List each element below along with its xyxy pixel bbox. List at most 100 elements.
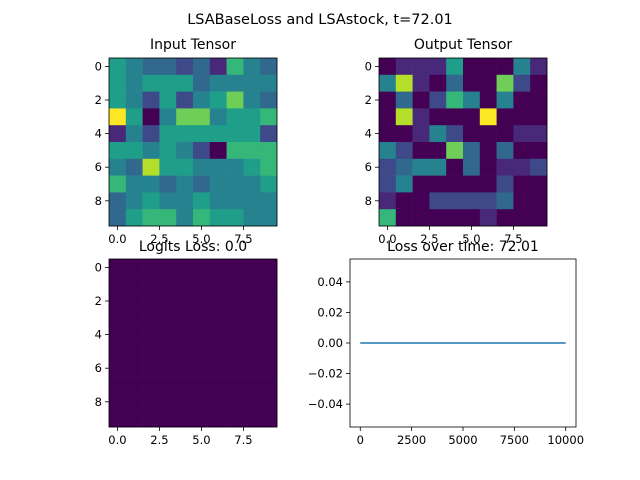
output-tensor-cell (513, 142, 531, 160)
logits-loss-cell (226, 410, 244, 428)
input-tensor-cell (226, 192, 244, 210)
logits-loss-ytick-label: 2 (95, 294, 102, 308)
logits-loss-cell (159, 376, 177, 394)
input-tensor-cell (243, 209, 261, 227)
logits-loss-cell (109, 359, 127, 377)
input-tensor-cell (260, 192, 278, 210)
output-tensor-cell (479, 91, 497, 109)
input-tensor-cell (243, 74, 261, 92)
input-tensor-cell (193, 142, 211, 160)
output-tensor-cell (463, 58, 481, 76)
logits-loss-cell (109, 309, 127, 327)
input-tensor-cell (260, 175, 278, 193)
output-tensor-xtick-label: 7.5 (504, 232, 522, 246)
logits-loss-cell (176, 326, 194, 344)
loss-xtick-label: 5000 (448, 433, 477, 447)
input-tensor-cell (226, 58, 244, 76)
output-tensor-cell (412, 108, 430, 126)
loss-ytick-label: 0.00 (317, 336, 343, 350)
output-tensor-cell (496, 108, 514, 126)
output-tensor-cell (530, 125, 548, 143)
output-tensor-cell (530, 142, 548, 160)
logits-loss-xtick-label: 7.5 (234, 433, 252, 447)
input-tensor-cell (193, 209, 211, 227)
logits-loss-cell (176, 359, 194, 377)
logits-loss-cell (159, 326, 177, 344)
output-tensor-cell (479, 125, 497, 143)
logits-loss-cell (125, 326, 143, 344)
input-tensor-cell (125, 74, 143, 92)
input-tensor-ytick-label: 6 (95, 160, 102, 174)
output-tensor-cell (379, 209, 397, 227)
input-tensor-cell (125, 91, 143, 109)
output-tensor-cell (513, 192, 531, 210)
logits-loss-cell (193, 275, 211, 293)
output-tensor-cell (463, 74, 481, 92)
logits-loss-cell (226, 326, 244, 344)
logits-loss-cell (260, 259, 278, 277)
input-tensor-cell (193, 91, 211, 109)
input-tensor-cell (125, 192, 143, 210)
logits-loss-axes: 0.0 2.5 5.0 7.5 0 2 4 6 8 (95, 260, 253, 447)
input-tensor-ytick-label: 2 (95, 93, 102, 107)
logits-loss-cell (260, 410, 278, 428)
logits-loss-cell (176, 259, 194, 277)
output-tensor-cell (496, 125, 514, 143)
output-tensor-cell (513, 74, 531, 92)
input-tensor-cell (209, 125, 227, 143)
output-tensor-cell (446, 58, 464, 76)
logits-loss-cell (176, 292, 194, 310)
output-tensor-cell (395, 125, 413, 143)
output-tensor-ytick-label: 0 (365, 59, 372, 73)
logits-loss-cell (260, 393, 278, 411)
input-tensor-cell (226, 209, 244, 227)
input-tensor-cell (159, 74, 177, 92)
output-tensor-ytick-label: 4 (365, 127, 372, 141)
output-tensor-ytick-label: 8 (365, 194, 372, 208)
logits-loss-cell (109, 259, 127, 277)
panel-loss-over-time: Loss over time: 72.01 0 2500 5000 7500 10000… (308, 239, 584, 447)
logits-loss-cell (243, 309, 261, 327)
logits-loss-cell (176, 309, 194, 327)
logits-loss-cell (226, 359, 244, 377)
input-tensor-frame (108, 57, 278, 227)
input-tensor-cell (260, 108, 278, 126)
output-tensor-cell (395, 58, 413, 76)
logits-loss-cell (226, 309, 244, 327)
input-tensor-cell (142, 158, 160, 176)
logits-loss-cell (125, 343, 143, 361)
input-tensor-cell (159, 175, 177, 193)
logits-loss-title: Logits Loss: 0.0 (139, 239, 247, 255)
logits-loss-xtick-label: 0.0 (108, 433, 126, 447)
logits-loss-cell (260, 275, 278, 293)
input-tensor-cell (159, 125, 177, 143)
input-tensor-xtick-label: 2.5 (150, 232, 168, 246)
loss-xtick-label: 10000 (547, 433, 584, 447)
input-tensor-cell (209, 175, 227, 193)
output-tensor-cell (530, 74, 548, 92)
logits-loss-cell (176, 376, 194, 394)
input-tensor-cell (193, 58, 211, 76)
logits-loss-cell (142, 326, 160, 344)
output-tensor-cell (412, 142, 430, 160)
input-tensor-cell (142, 91, 160, 109)
input-tensor-cell (243, 91, 261, 109)
output-tensor-xtick-label: 0.0 (378, 232, 396, 246)
loss-ytick-label: 0.04 (317, 275, 343, 289)
output-tensor-cell (446, 125, 464, 143)
output-tensor-cell (395, 74, 413, 92)
input-tensor-cell (125, 125, 143, 143)
logits-loss-cell (176, 275, 194, 293)
input-tensor-cell (142, 125, 160, 143)
logits-loss-cell (109, 393, 127, 411)
input-tensor-cell (243, 158, 261, 176)
output-tensor-cell (429, 58, 447, 76)
logits-loss-cell (209, 326, 227, 344)
input-tensor-cell (142, 58, 160, 76)
loss-over-time-title: Loss over time: 72.01 (387, 239, 539, 255)
output-tensor-title: Output Tensor (414, 37, 513, 53)
output-tensor-cell (463, 192, 481, 210)
output-tensor-cell (496, 192, 514, 210)
logits-loss-cell (209, 259, 227, 277)
logits-loss-cell (243, 410, 261, 428)
